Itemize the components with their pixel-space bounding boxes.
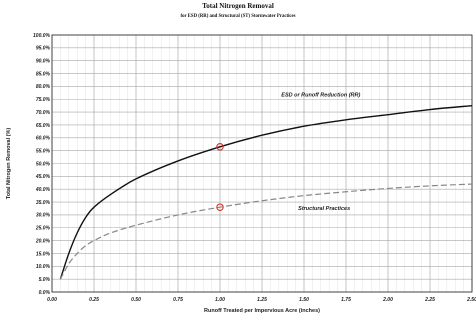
y-tick-label: 70.0% [36,110,51,116]
marker-structural [216,203,224,211]
marker-rr [216,143,224,151]
highlight-markers [216,143,224,211]
x-tick-label: 0.00 [47,297,57,303]
chart-subtitle: for ESD (RR) and Structural (ST) Stormwa… [180,14,295,19]
series-line-structural [59,183,473,280]
annotation-structural: Structural Practices [298,206,350,212]
y-tick-label: 80.0% [36,84,51,90]
y-tick-label: 20.0% [35,238,51,244]
x-tick-label: 1.25 [257,297,267,303]
y-axis-label: Total Nitrogen Removal (%) [6,128,12,200]
x-tick-label: 2.50 [466,297,476,303]
chart-title: Total Nitrogen Removal [202,2,274,10]
y-tick-label: 25.0% [35,226,51,232]
x-tick-label: 1.50 [299,297,309,303]
y-tick-label: 30.0% [36,213,51,219]
y-tick-label: 10.0% [36,264,51,270]
x-tick-label: 0.75 [173,297,183,303]
y-tick-label: 45.0% [35,174,51,180]
y-tick-label: 15.0% [36,251,51,257]
x-tick-label: 2.25 [424,297,435,303]
series-lines [59,104,473,280]
y-tick-label: 65.0% [36,123,51,129]
y-tick-label: 35.0% [36,200,51,206]
y-tick-label: 90.0% [36,59,51,65]
y-tick-label: 95.0% [36,46,51,52]
x-tick-label: 1.00 [215,297,225,303]
x-tick-label: 0.25 [89,297,99,303]
y-tick-label: 100.0% [33,33,51,39]
y-tick-label: 85.0% [36,71,51,77]
y-tick-labels: 0.0% 5.0% 10.0% 15.0% 20.0% 25.0% 30.0% 35.0% 40… [33,33,51,296]
plot-frame [51,34,473,293]
y-tick-label: 0.0% [39,290,51,296]
y-tick-label: 5.0% [39,277,51,283]
x-tick-label: 2.00 [382,297,393,303]
annotation-rr: ESD or Runoff Reduction (RR) [281,93,360,99]
x-axis-label: Runoff Treated per Impervious Acre (inch… [204,308,320,314]
y-tick-label: 40.0% [35,187,51,193]
x-tick-label: 0.50 [131,297,141,303]
y-tick-label: 75.0% [36,97,51,103]
x-tick-label: 1.75 [341,297,351,303]
y-tick-label: 55.0% [36,148,51,154]
y-tick-label: 50.0% [36,161,51,167]
x-tick-labels: 0.00 0.25 0.50 0.75 1.00 1.25 1.50 1.75 2.00 2.25… [47,297,476,303]
series-line-rr [59,104,473,280]
grid-lines [51,34,473,293]
y-tick-label: 60.0% [36,136,51,142]
